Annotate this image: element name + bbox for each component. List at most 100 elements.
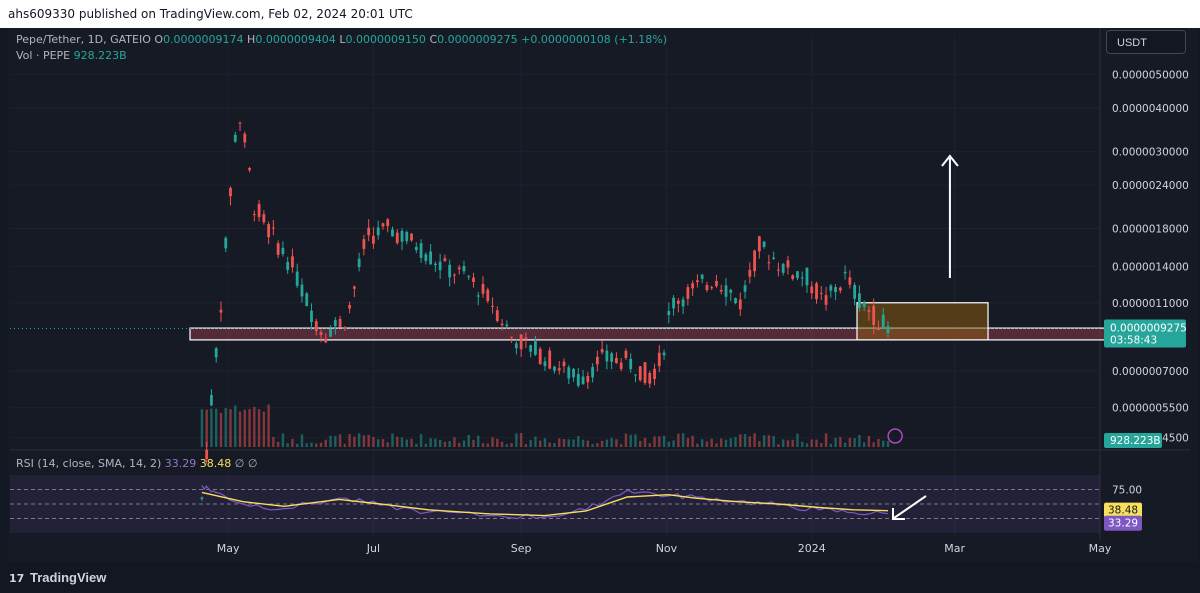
candle-body <box>867 310 871 312</box>
volume-bar <box>705 441 709 447</box>
volume-bar <box>481 443 485 447</box>
volume-bar <box>762 435 766 447</box>
volume-bar <box>567 439 570 447</box>
candle-body <box>624 350 628 358</box>
candle-body <box>862 302 866 307</box>
volume-bar <box>862 442 866 447</box>
volume-bar <box>276 441 280 447</box>
candle-body <box>872 305 876 325</box>
volume-bar <box>343 443 347 447</box>
footer-brand[interactable]: TradingView <box>30 570 107 585</box>
volume-bar <box>872 442 875 447</box>
volume-bar <box>219 412 223 447</box>
candle-body <box>400 230 404 242</box>
volume-bar <box>758 441 761 447</box>
publish-header: ahs609330 published on TradingView.com, … <box>0 0 1200 28</box>
volume-bar <box>496 438 499 447</box>
rsi-sma-line <box>201 491 889 517</box>
volume-bar <box>624 433 628 447</box>
rsi-sma-badge-label: 38.48 <box>1108 505 1138 517</box>
candle-body <box>567 367 571 379</box>
chart-frame <box>8 28 1198 562</box>
candle-body <box>829 285 833 291</box>
volume-bar <box>381 438 385 447</box>
volume-bar <box>248 409 251 447</box>
rsi-legend: RSI (14, close, SMA, 14, 2) 33.29 38.48 … <box>16 457 257 470</box>
candle-body <box>362 239 366 249</box>
candle-body <box>657 352 661 367</box>
volume-bar <box>619 444 623 447</box>
candle-body <box>676 300 680 304</box>
volume-bar <box>210 408 213 447</box>
candle-body <box>700 274 704 279</box>
candle-body <box>796 271 799 279</box>
candle-body <box>667 311 671 315</box>
candle-body <box>886 325 890 334</box>
candle-body <box>748 269 752 277</box>
currency-button[interactable]: USDT <box>1106 30 1186 54</box>
candle-body <box>715 280 718 287</box>
volume-bar <box>882 440 885 447</box>
volume-bar <box>281 433 285 447</box>
candle-body <box>200 497 204 499</box>
price-tick-label: 0.0000014000 <box>1112 261 1189 273</box>
price-tick-label: 0.0000040000 <box>1112 103 1189 115</box>
candle-body <box>443 258 447 262</box>
candle-body <box>672 297 675 309</box>
price-chart[interactable]: 0.0000050000 0.0000040000 0.0000030000 0.00… <box>0 0 1200 563</box>
candle-body <box>653 368 656 379</box>
time-tick-label: Nov <box>656 542 678 555</box>
volume-bars <box>200 404 890 447</box>
candle-body <box>557 368 561 371</box>
candle-body <box>781 263 785 273</box>
rsi-label[interactable]: RSI (14, close, SMA, 14, 2) <box>16 457 162 470</box>
time-tick-label: May <box>1089 542 1112 555</box>
volume-bar <box>353 436 356 447</box>
volume-bar <box>886 441 890 447</box>
volume-bar <box>295 443 299 447</box>
candle-body <box>295 271 299 286</box>
volume-bar <box>519 433 523 447</box>
volume-value: 928.223B <box>73 49 127 62</box>
candle-body <box>210 394 213 406</box>
volume-bar <box>367 434 370 447</box>
candle-body <box>710 287 714 289</box>
volume-bar <box>610 437 613 447</box>
candle-body <box>881 314 885 329</box>
volume-bar <box>658 436 661 447</box>
volume-bar <box>667 441 671 447</box>
candle-body <box>486 289 490 302</box>
candle-body <box>757 236 761 252</box>
candle-body <box>576 374 580 386</box>
volume-bar <box>605 439 609 447</box>
time-tick-label: Mar <box>944 542 965 555</box>
candle-body <box>305 293 309 307</box>
candle-body <box>634 374 637 376</box>
volume-bar <box>767 435 771 447</box>
change-value: +0.0000000108 (+1.18%) <box>521 33 668 46</box>
volume-bar <box>681 433 685 447</box>
candle-body <box>386 219 390 227</box>
volume-bar <box>253 406 256 447</box>
candle-body <box>229 187 232 197</box>
volume-bar <box>372 436 375 447</box>
candle-body <box>291 256 294 268</box>
volume-bar <box>786 440 790 447</box>
volume-bar <box>848 437 852 447</box>
candle-body <box>586 375 590 383</box>
last-price-badge <box>1104 319 1186 348</box>
candle-body <box>505 324 509 327</box>
volume-bar <box>486 443 489 447</box>
volume-bar <box>639 440 642 447</box>
volume-bar <box>515 433 518 447</box>
volume-bar <box>586 440 590 447</box>
candle-body <box>519 334 523 350</box>
volume-bar <box>448 441 451 447</box>
volume-bar <box>424 443 428 447</box>
volume-bar <box>710 438 713 447</box>
candle-body <box>343 327 347 329</box>
rsi-tick-label: 75.00 <box>1112 485 1142 497</box>
symbol-label[interactable]: Pepe/Tether, 1D, GATEIO <box>16 33 151 46</box>
candle-body <box>410 233 413 241</box>
volume-bar <box>615 439 618 447</box>
